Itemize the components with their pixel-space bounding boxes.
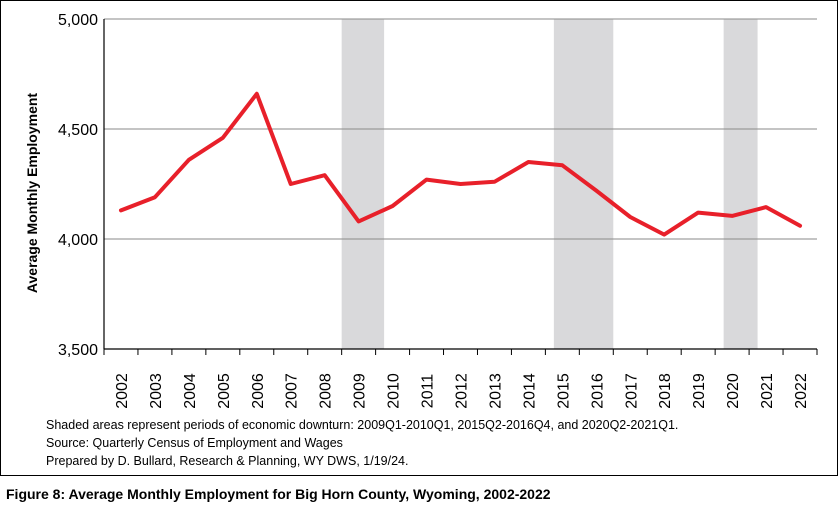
x-tick-label: 2017 bbox=[623, 373, 640, 409]
figure-caption: Figure 8: Average Monthly Employment for… bbox=[6, 486, 551, 502]
x-tick-label: 2007 bbox=[284, 373, 301, 409]
employment-series-line bbox=[118, 91, 803, 237]
x-tick-label: 2004 bbox=[182, 373, 199, 409]
x-tick-label: 2018 bbox=[657, 373, 674, 409]
x-tick-label: 2020 bbox=[725, 373, 742, 409]
prepared-by-note: Prepared by D. Bullard, Research & Plann… bbox=[46, 454, 409, 468]
x-tick-label: 2014 bbox=[521, 373, 538, 409]
downturn-shade bbox=[723, 19, 758, 349]
y-axis-tick-labels: 3,500 4,000 4,500 5,000 bbox=[58, 12, 98, 359]
shaded-areas-note: Shaded areas represent periods of econom… bbox=[46, 418, 679, 432]
x-tick-label: 2006 bbox=[250, 373, 267, 409]
x-tick-label: 2009 bbox=[352, 373, 369, 409]
series-lines bbox=[118, 91, 803, 237]
chart-notes: Shaded areas represent periods of econom… bbox=[46, 416, 678, 470]
x-tick-label: 2003 bbox=[148, 373, 165, 409]
x-tick-label: 2021 bbox=[759, 373, 776, 409]
x-axis-ticks bbox=[103, 349, 818, 355]
axes bbox=[103, 19, 817, 350]
y-tick-label: 4,500 bbox=[58, 122, 98, 139]
chart-frame bbox=[0, 0, 838, 476]
x-tick-label: 2015 bbox=[555, 373, 572, 409]
source-note: Source: Quarterly Census of Employment a… bbox=[46, 436, 343, 450]
x-tick-label: 2013 bbox=[487, 373, 504, 409]
downturn-shade bbox=[553, 19, 614, 349]
x-tick-label: 2022 bbox=[793, 373, 810, 409]
y-tick-label: 4,000 bbox=[58, 232, 98, 249]
x-tick-label: 2019 bbox=[691, 373, 708, 409]
y-tick-label: 5,000 bbox=[58, 12, 98, 29]
x-tick-label: 2010 bbox=[386, 373, 403, 409]
y-tick-label: 3,500 bbox=[58, 342, 98, 359]
x-tick-label: 2008 bbox=[318, 373, 335, 409]
downturn-shading bbox=[341, 19, 758, 349]
x-tick-label: 2016 bbox=[589, 373, 606, 409]
x-tick-label: 2002 bbox=[114, 373, 131, 409]
x-tick-label: 2005 bbox=[216, 373, 233, 409]
x-axis-tick-labels: 2002 2003 2004 2005 2006 2007 2008 2009 2010 2011… bbox=[114, 373, 810, 409]
x-tick-label: 2012 bbox=[454, 373, 471, 409]
y-axis-label: Average Monthly Employment bbox=[24, 93, 40, 294]
x-tick-label: 2011 bbox=[420, 374, 437, 409]
downturn-shade bbox=[341, 19, 385, 349]
